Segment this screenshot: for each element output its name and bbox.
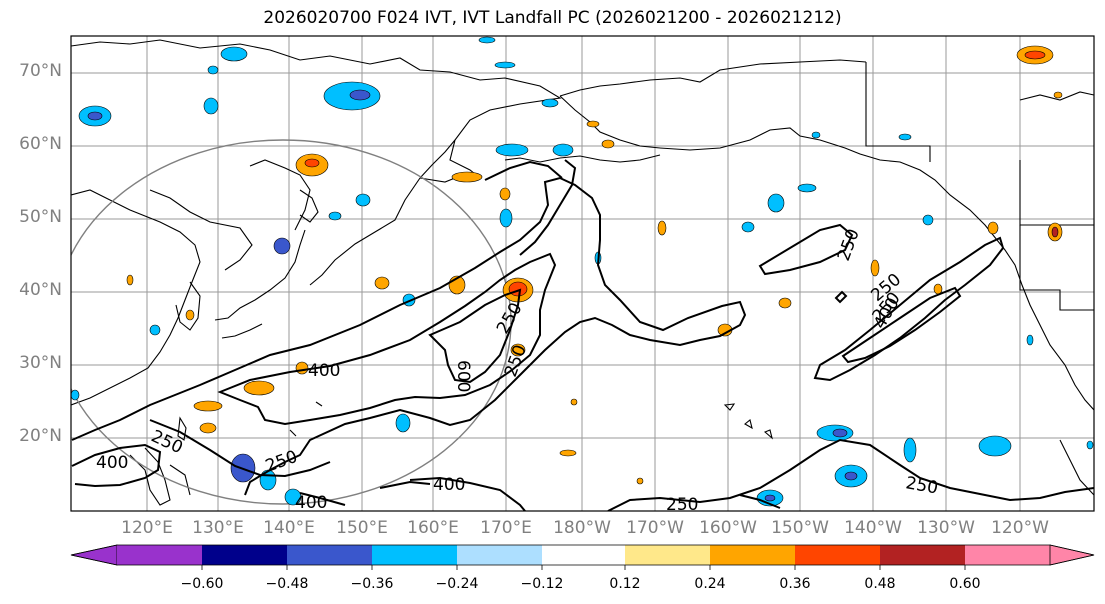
lat-label-50: 50°N: [19, 207, 62, 227]
colorbar-tick-label: 0.12: [609, 576, 641, 592]
colorbar-tick-label: 0.24: [694, 576, 726, 592]
ivt-contours: [71, 159, 1094, 511]
landfall-region-circle: [71, 139, 512, 505]
colorbar-outline: [70, 544, 1095, 566]
lon-label-120w: 120°W: [991, 518, 1049, 538]
gridlines: [71, 36, 1094, 511]
lon-label-130e: 130°E: [192, 518, 244, 538]
colorbar-bin: [372, 545, 457, 565]
colorbar-tick-label: 0.60: [949, 576, 981, 592]
contour-label: 250: [666, 495, 698, 515]
lon-label-160w: 160°W: [699, 518, 757, 538]
lat-label-70: 70°N: [19, 61, 62, 81]
colorbar-ticks: [201, 565, 966, 570]
lon-label-140e: 140°E: [263, 518, 315, 538]
lat-label-30: 30°N: [19, 353, 62, 373]
colorbar-bin: [117, 545, 202, 565]
map-frame: [70, 35, 1095, 512]
colorbar-tick-label: −0.36: [350, 576, 394, 592]
lon-label-150e: 150°E: [336, 518, 388, 538]
colorbar-tick-label: −0.48: [265, 576, 309, 592]
colorbar-bin: [542, 545, 625, 565]
colorbar-upper-extend: [1049, 544, 1095, 566]
colorbar-bin: [625, 545, 710, 565]
colorbar-bin: [710, 545, 795, 565]
colorbar-bin: [202, 545, 287, 565]
colorbar-tick-label: −0.24: [435, 576, 479, 592]
contour-label: 250: [501, 342, 531, 379]
contour-labels: 250 400 600 400 250 250 250 400 250 250 …: [96, 226, 940, 515]
lon-label-130w: 130°W: [917, 518, 975, 538]
colorbar-tick-label: 0.36: [779, 576, 811, 592]
contour-label: 250: [493, 299, 527, 337]
lon-label-120e: 120°E: [121, 518, 173, 538]
colorbar-bin: [457, 545, 542, 565]
colorbar-tick-label: −0.12: [520, 576, 564, 592]
positive-ivt-anomalies: [126, 45, 1063, 485]
colorbar-bin: [965, 545, 1050, 565]
lon-label-170w: 170°W: [626, 518, 684, 538]
lon-label-140w: 140°W: [844, 518, 902, 538]
colorbar-bin: [880, 545, 965, 565]
colorbar-bin: [795, 545, 880, 565]
contour-label: 250: [904, 473, 939, 498]
map-title: 2026020700 F024 IVT, IVT Landfall PC (20…: [263, 8, 842, 28]
contour-label: 250: [263, 447, 300, 477]
contour-label: 400: [295, 493, 327, 513]
colorbar-tick-label: 0.48: [864, 576, 896, 592]
contour-label: 400: [433, 475, 465, 495]
colorbar-bin: [287, 545, 372, 565]
colorbar: [70, 544, 1095, 570]
lat-label-60: 60°N: [19, 134, 62, 154]
lon-label-180w: 180°W: [553, 518, 611, 538]
coastlines: [71, 39, 1094, 506]
contour-label: 400: [308, 361, 340, 381]
contour-label: 600: [453, 360, 473, 392]
contour-label: 400: [96, 453, 128, 473]
lon-label-170e: 170°E: [480, 518, 532, 538]
lat-label-20: 20°N: [19, 426, 62, 446]
colorbar-lower-extend: [70, 544, 118, 566]
contour-label: 250: [834, 226, 864, 263]
lat-label-40: 40°N: [19, 280, 62, 300]
lon-label-160e: 160°E: [407, 518, 459, 538]
lon-label-150w: 150°W: [771, 518, 829, 538]
colorbar-tick-label: −0.60: [180, 576, 224, 592]
